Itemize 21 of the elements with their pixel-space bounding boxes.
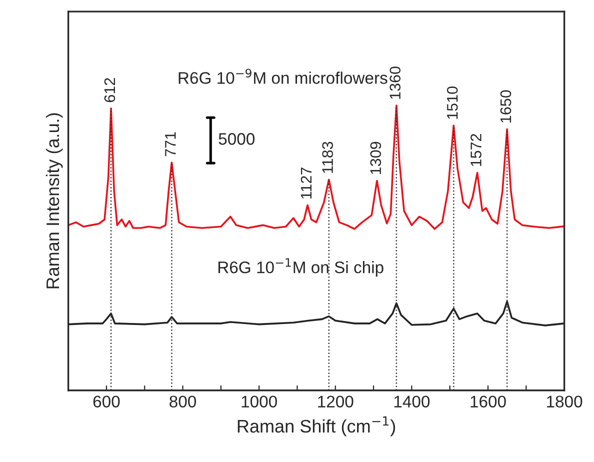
x-tick-label: 600 bbox=[93, 396, 120, 408]
annotation: 1127 bbox=[300, 168, 312, 199]
annotation: 1183 bbox=[322, 142, 333, 173]
y-axis-title: Raman Intensity (a.u.) bbox=[46, 113, 63, 288]
x-tick-label: 800 bbox=[170, 396, 196, 408]
x-tick-label: 1000 bbox=[242, 396, 277, 408]
annotation: 1510 bbox=[446, 86, 458, 119]
annotation: 612 bbox=[104, 78, 116, 102]
x-tick-label: 1600 bbox=[470, 396, 506, 408]
annotation: 5000 bbox=[218, 133, 255, 145]
annotation: 1650 bbox=[500, 90, 512, 122]
x-tick-label: 1800 bbox=[547, 396, 582, 408]
x-tick-label: 1200 bbox=[318, 396, 354, 408]
series-label: R6G 10$^{−1}$M on Si chip bbox=[218, 258, 384, 277]
annotation: 1309 bbox=[370, 142, 382, 174]
series-label: R6G 10$^{−9}$M on microflowers bbox=[178, 68, 388, 84]
x-tick-label: 1400 bbox=[394, 396, 430, 408]
annotation: 771 bbox=[165, 132, 176, 156]
annotation: 1572 bbox=[470, 134, 482, 166]
x-axis-title: Raman Shift (cm$^{−1}$) bbox=[238, 416, 396, 436]
annotation: 1360 bbox=[390, 66, 401, 99]
